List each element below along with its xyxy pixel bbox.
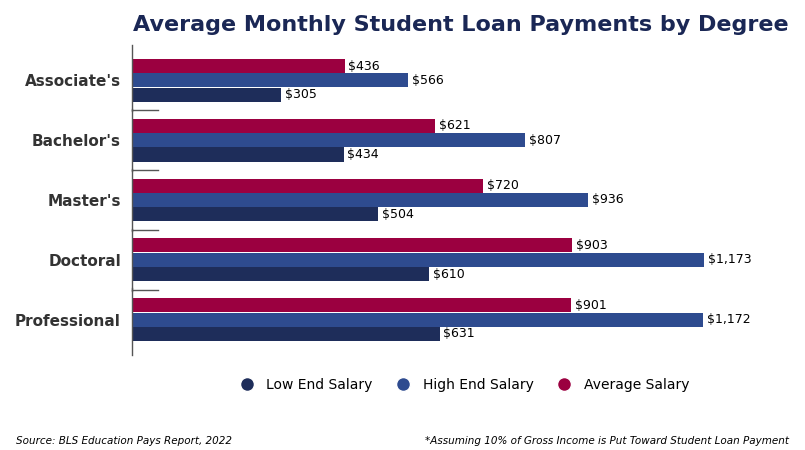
Text: $436: $436 (349, 59, 380, 72)
Text: $434: $434 (348, 148, 379, 161)
Text: Source: BLS Education Pays Report, 2022: Source: BLS Education Pays Report, 2022 (16, 436, 232, 446)
Text: $1,173: $1,173 (708, 253, 751, 266)
Bar (132, 267, 429, 281)
Bar (132, 207, 378, 221)
Bar (132, 193, 588, 207)
Text: $901: $901 (575, 299, 607, 312)
Bar (132, 133, 526, 147)
Text: $621: $621 (439, 119, 470, 132)
Text: $936: $936 (592, 194, 624, 207)
Text: $903: $903 (576, 239, 608, 252)
Bar (132, 73, 408, 87)
Bar (132, 253, 704, 267)
Text: $610: $610 (433, 268, 465, 281)
Text: $631: $631 (444, 328, 475, 340)
Bar (132, 59, 345, 73)
Text: $504: $504 (382, 208, 414, 221)
Bar (132, 238, 572, 252)
Bar (132, 179, 483, 193)
Bar (132, 298, 572, 312)
Text: *Assuming 10% of Gross Income is Put Toward Student Loan Payment: *Assuming 10% of Gross Income is Put Tow… (425, 436, 789, 446)
Bar (132, 327, 440, 341)
Bar (132, 88, 281, 102)
Text: $1,172: $1,172 (707, 313, 751, 326)
Title: Average Monthly Student Loan Payments by Degree: Average Monthly Student Loan Payments by… (133, 15, 789, 35)
Bar (132, 119, 435, 133)
Text: $566: $566 (412, 74, 444, 87)
Text: $807: $807 (529, 134, 561, 147)
Bar (132, 312, 704, 327)
Text: $720: $720 (487, 179, 518, 192)
Text: $305: $305 (284, 88, 316, 101)
Legend: Low End Salary, High End Salary, Average Salary: Low End Salary, High End Salary, Average… (227, 373, 695, 398)
Bar (132, 148, 344, 162)
